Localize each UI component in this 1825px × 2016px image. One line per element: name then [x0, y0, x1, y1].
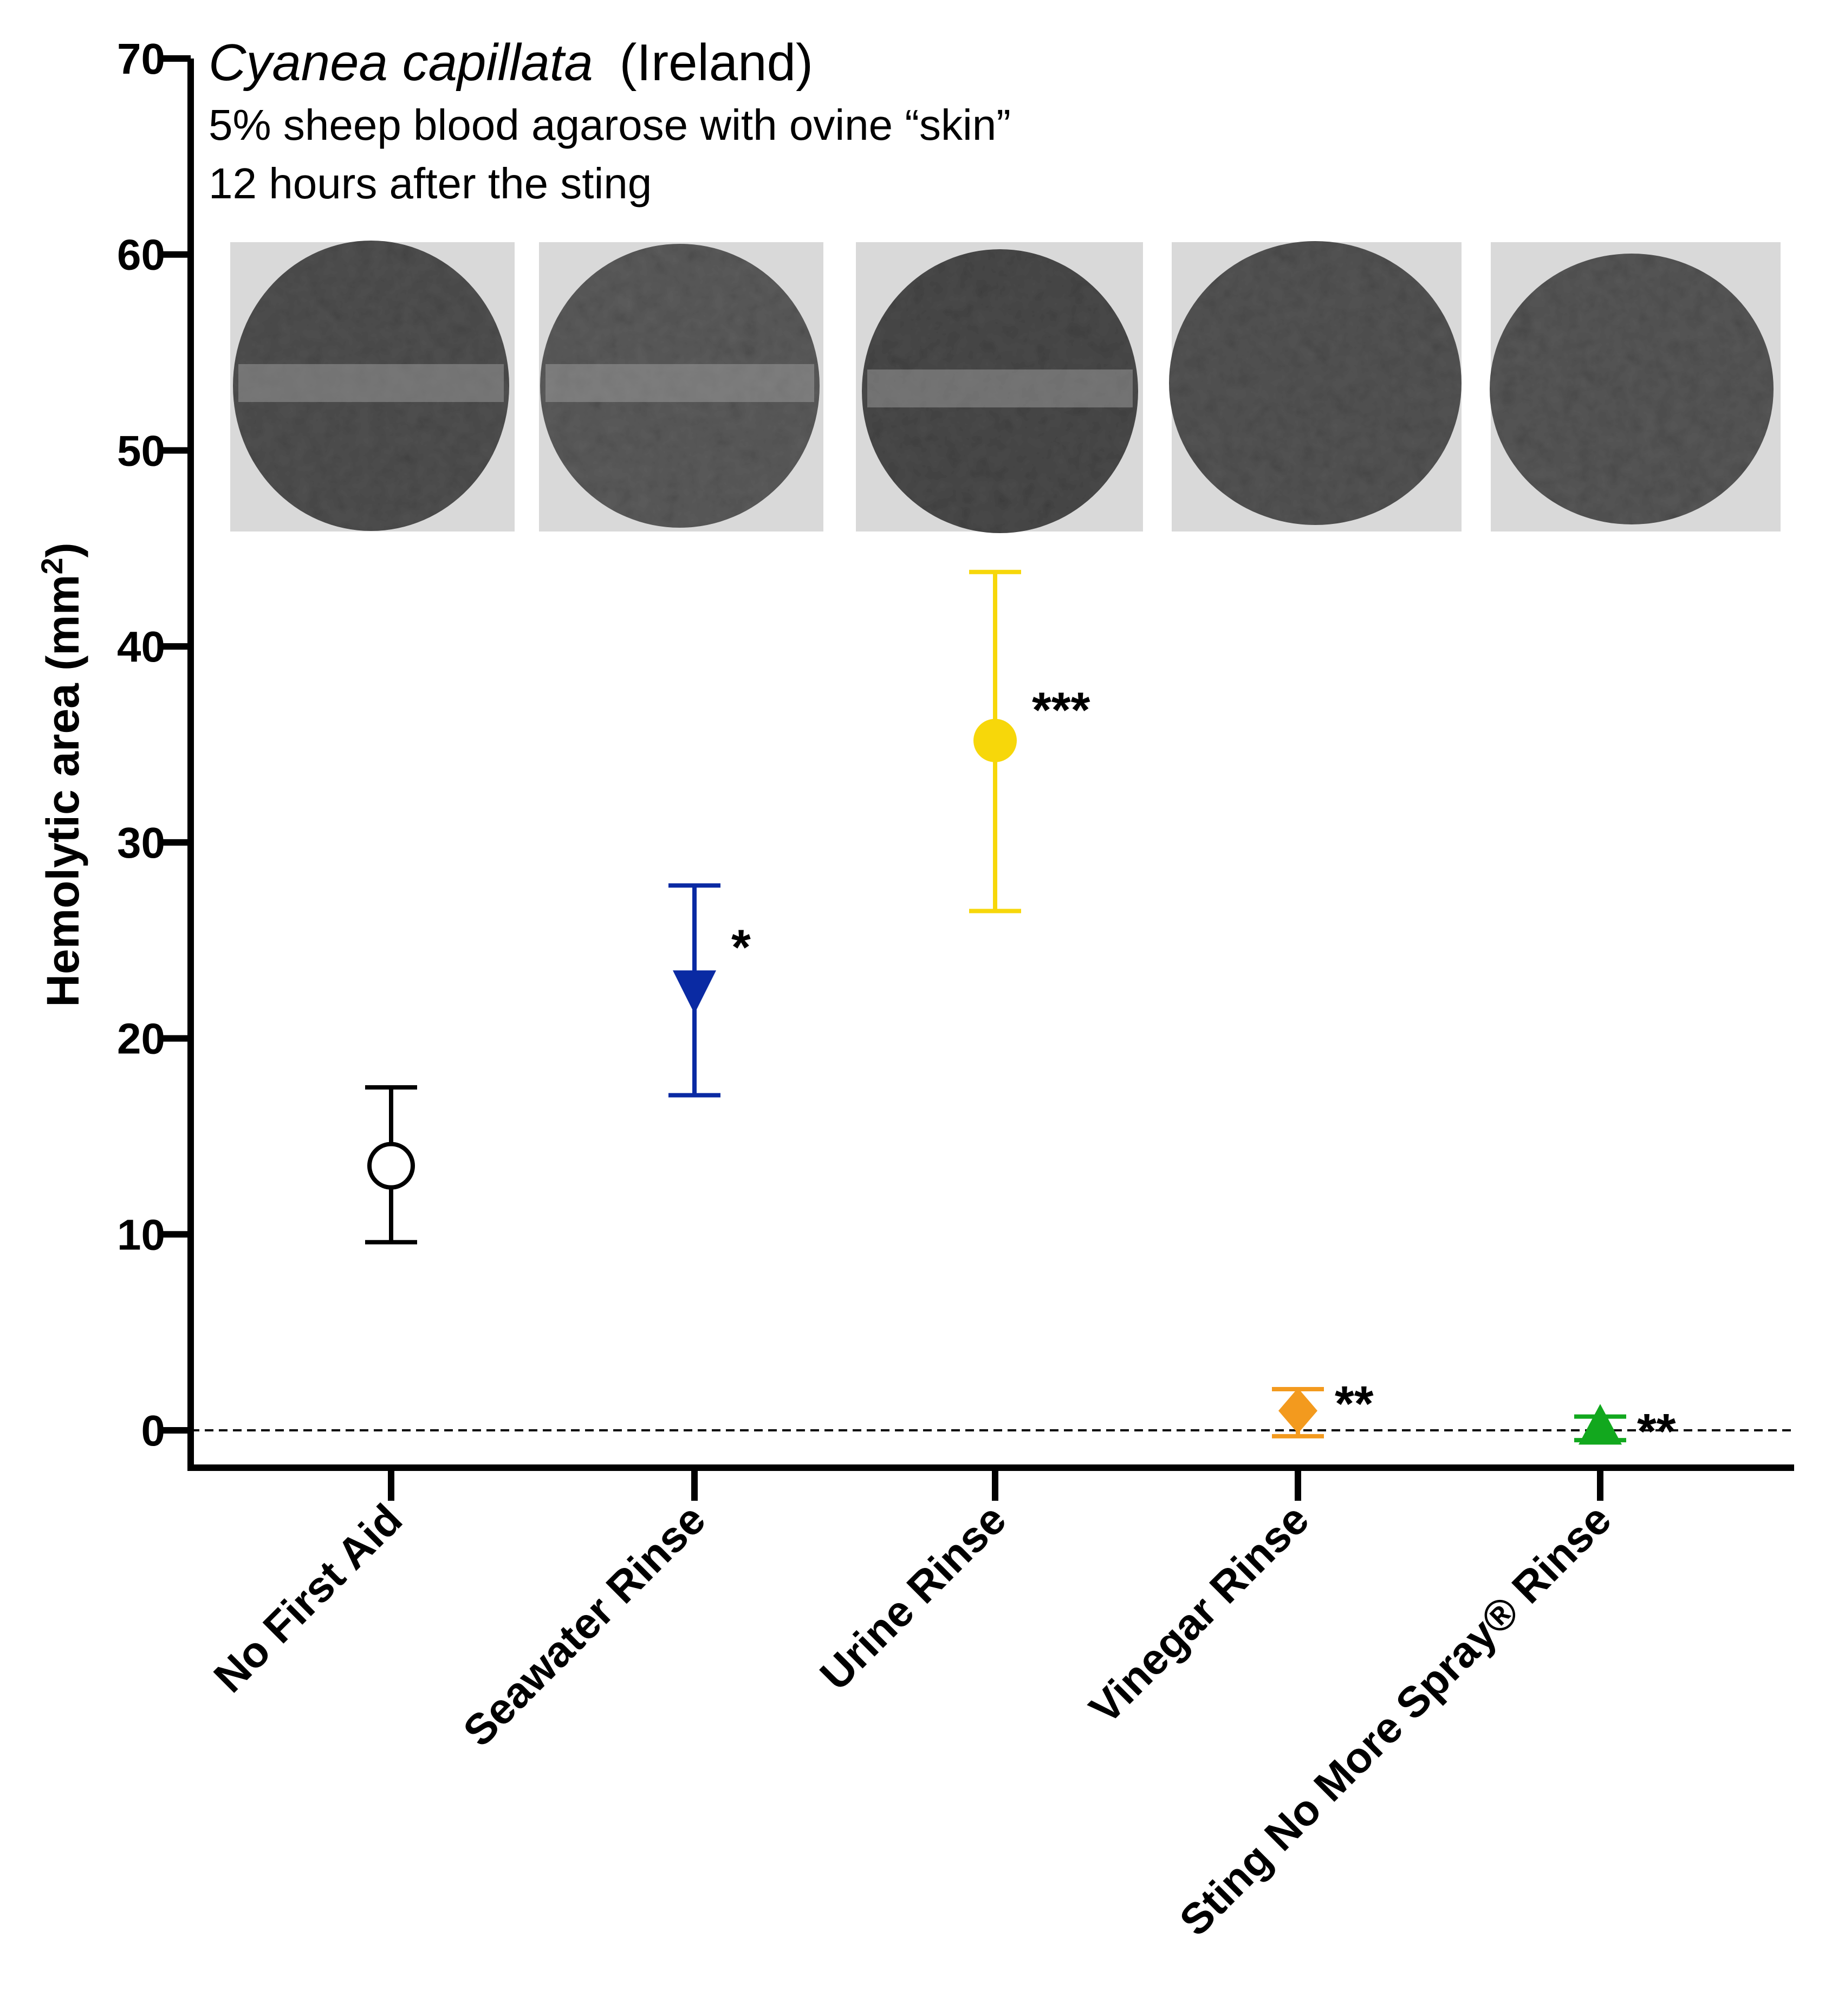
y-ticks: 0 10 20 30 40 50 60 70 — [117, 35, 191, 1455]
y-tick-label: 60 — [117, 231, 165, 279]
data-point-group — [365, 1085, 417, 1244]
title-location: (Ireland) — [619, 34, 813, 92]
chart-subtitle-2: 12 hours after the sting — [209, 159, 652, 208]
data-points: ****** ** — [365, 569, 1676, 1459]
sting-mark — [867, 370, 1133, 407]
agarose-plate-icon — [539, 242, 823, 531]
x-tick-label: Vinegar Rinse — [1080, 1495, 1318, 1733]
data-point-group: * — [668, 883, 751, 1098]
data-point-marker — [367, 1142, 415, 1190]
y-tick-label: 0 — [141, 1406, 166, 1455]
agarose-disc — [233, 241, 509, 531]
agarose-plate-icon — [1490, 242, 1781, 531]
chart-title: Cyanea capillata (Ireland) — [209, 34, 813, 92]
y-tick-label: 70 — [117, 35, 165, 83]
data-point-group: *** — [969, 569, 1090, 913]
data-point-group: ** — [1272, 1377, 1374, 1438]
y-axis-label-close: ) — [37, 542, 88, 558]
y-tick-label: 20 — [117, 1015, 165, 1063]
agarose-plate-icon — [230, 241, 515, 531]
data-point-marker — [973, 718, 1017, 762]
y-tick-label: 30 — [117, 819, 165, 867]
agarose-disc — [540, 244, 820, 528]
significance-label: * — [731, 920, 751, 975]
x-tick-label: No First Aid — [205, 1495, 411, 1701]
y-axis-label-text: Hemolytic area (mm — [37, 574, 88, 1007]
data-point-marker — [673, 970, 716, 1014]
agarose-disc — [1169, 241, 1462, 525]
y-tick-label: 10 — [117, 1210, 165, 1259]
data-point-marker — [1278, 1388, 1317, 1434]
data-point-group: ** — [1574, 1404, 1676, 1459]
sting-mark — [545, 364, 814, 402]
y-axis-label: Hemolytic area (mm2) — [35, 542, 88, 1007]
significance-label: ** — [1335, 1377, 1374, 1432]
x-tick-label: Urine Rinse — [811, 1495, 1015, 1699]
significance-label: *** — [1032, 683, 1090, 738]
agarose-plate-icon — [1169, 241, 1462, 531]
plate-images — [230, 241, 1781, 533]
x-tick-label: Seawater Rinse — [454, 1495, 715, 1755]
x-ticks: No First Aid Seawater Rinse Urine Rinse Vin… — [205, 1468, 1620, 1945]
data-point-marker — [1579, 1404, 1622, 1445]
y-tick-label: 40 — [117, 623, 165, 671]
agarose-plate-icon — [856, 242, 1143, 533]
y-axis-label-superscript: 2 — [35, 558, 69, 574]
y-tick-label: 50 — [117, 426, 165, 475]
agarose-disc — [862, 249, 1138, 533]
agarose-disc — [1490, 254, 1774, 524]
sting-mark — [238, 364, 504, 402]
significance-label: ** — [1637, 1404, 1676, 1459]
title-species: Cyanea capillata — [209, 34, 593, 92]
chart-subtitle-1: 5% sheep blood agarose with ovine “skin” — [209, 101, 1011, 149]
